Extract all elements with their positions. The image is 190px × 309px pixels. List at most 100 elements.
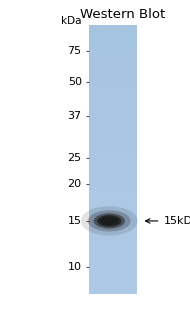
Bar xyxy=(89,28,137,29)
Bar xyxy=(89,227,137,228)
Bar xyxy=(89,96,137,97)
Text: 15kDa: 15kDa xyxy=(163,216,190,226)
Bar xyxy=(89,107,137,108)
Bar xyxy=(89,242,137,243)
Bar xyxy=(89,68,137,69)
Bar xyxy=(89,60,137,61)
Bar xyxy=(89,246,137,247)
Bar xyxy=(89,91,137,92)
Bar xyxy=(89,191,137,192)
Bar xyxy=(89,123,137,124)
Text: Western Blot: Western Blot xyxy=(80,8,165,21)
Bar xyxy=(89,131,137,132)
Bar xyxy=(89,25,137,26)
Text: 20: 20 xyxy=(68,179,82,189)
Bar xyxy=(89,176,137,177)
Bar xyxy=(89,49,137,50)
Bar xyxy=(89,150,137,151)
Bar xyxy=(89,115,137,116)
Bar xyxy=(89,225,137,226)
Bar xyxy=(89,233,137,234)
Bar xyxy=(89,133,137,134)
Bar xyxy=(89,272,137,273)
Bar xyxy=(89,59,137,60)
Bar xyxy=(89,94,137,95)
Bar xyxy=(89,208,137,209)
Bar xyxy=(89,279,137,280)
Bar xyxy=(89,194,137,195)
Bar xyxy=(89,245,137,246)
Bar xyxy=(89,112,137,113)
Bar xyxy=(89,223,137,224)
Bar xyxy=(89,86,137,87)
Bar xyxy=(89,78,137,79)
Bar xyxy=(89,138,137,139)
Bar xyxy=(89,87,137,88)
Bar xyxy=(89,249,137,250)
Bar xyxy=(89,248,137,249)
Bar xyxy=(89,262,137,263)
Bar xyxy=(89,25,137,294)
Bar xyxy=(89,171,137,172)
Bar xyxy=(89,270,137,271)
Bar xyxy=(89,159,137,160)
Bar xyxy=(89,51,137,52)
Bar xyxy=(89,258,137,259)
Bar xyxy=(89,180,137,181)
Bar xyxy=(89,292,137,293)
Bar xyxy=(89,182,137,183)
Bar xyxy=(89,213,137,214)
Bar xyxy=(89,141,137,142)
Bar xyxy=(89,202,137,203)
Bar xyxy=(89,121,137,122)
Bar xyxy=(89,263,137,264)
Bar xyxy=(89,147,137,148)
Bar xyxy=(89,69,137,70)
Bar xyxy=(89,36,137,37)
Bar xyxy=(89,63,137,64)
Bar xyxy=(89,285,137,286)
Bar xyxy=(89,104,137,105)
Bar xyxy=(89,261,137,262)
Bar xyxy=(89,111,137,112)
Bar xyxy=(89,127,137,128)
Bar xyxy=(89,55,137,56)
Bar xyxy=(89,92,137,93)
Bar xyxy=(89,27,137,28)
Bar xyxy=(89,101,137,102)
Bar xyxy=(89,205,137,206)
Bar xyxy=(89,250,137,251)
Bar xyxy=(89,143,137,144)
Bar xyxy=(89,168,137,169)
Bar xyxy=(89,113,137,114)
Bar xyxy=(89,126,137,127)
Bar xyxy=(89,173,137,174)
Bar xyxy=(89,291,137,292)
Bar xyxy=(89,124,137,125)
Bar xyxy=(89,38,137,39)
Bar xyxy=(89,181,137,182)
Text: 50: 50 xyxy=(68,77,82,87)
Bar xyxy=(89,185,137,186)
Bar xyxy=(89,103,137,104)
Bar xyxy=(89,80,137,81)
Bar xyxy=(89,281,137,282)
Bar xyxy=(89,42,137,43)
Bar xyxy=(89,231,137,232)
Bar xyxy=(89,210,137,211)
Bar xyxy=(89,293,137,294)
Bar xyxy=(89,193,137,194)
Bar xyxy=(89,195,137,196)
Bar xyxy=(89,280,137,281)
Bar xyxy=(89,283,137,284)
Bar xyxy=(89,164,137,165)
Text: 37: 37 xyxy=(68,111,82,121)
Bar xyxy=(89,215,137,216)
Bar xyxy=(89,186,137,187)
Bar xyxy=(89,56,137,57)
Bar xyxy=(89,288,137,289)
Bar xyxy=(89,97,137,98)
Bar xyxy=(89,129,137,130)
Bar xyxy=(89,142,137,143)
Bar xyxy=(89,160,137,161)
